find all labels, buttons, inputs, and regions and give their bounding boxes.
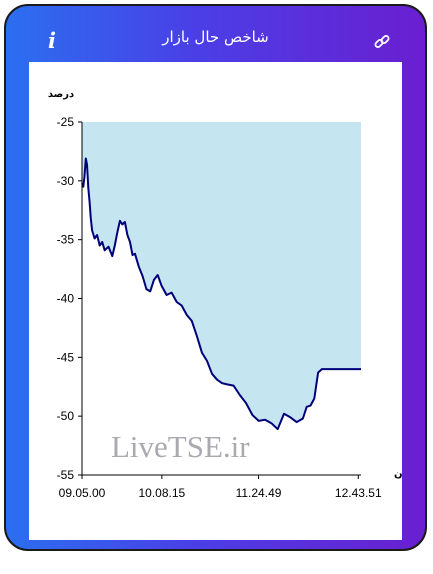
widget-title: شاخص حال بازار bbox=[162, 28, 269, 46]
x-tick-label: 12.43.51 bbox=[335, 486, 382, 500]
y-axis-ticks: -25 -30 -35 -40 -45 -50 -55 bbox=[57, 115, 82, 482]
y-tick-label: -30 bbox=[57, 174, 75, 188]
widget-header: i شاخص حال بازار bbox=[6, 6, 425, 62]
y-tick-label: -25 bbox=[57, 115, 75, 129]
info-icon[interactable]: i bbox=[48, 28, 56, 53]
market-chart: -25 -30 -35 -40 -45 -50 -55 09.05.00 10.08.15 11… bbox=[48, 89, 402, 500]
y-axis-title: درصد bbox=[48, 89, 74, 100]
x-tick-label: 10.08.15 bbox=[138, 486, 185, 500]
y-tick-label: -55 bbox=[57, 468, 75, 482]
chart-area-fill bbox=[82, 122, 361, 430]
x-axis-ticks: 09.05.00 10.08.15 11.24.49 12.43.51 bbox=[59, 475, 382, 500]
x-tick-label: 09.05.00 bbox=[59, 486, 106, 500]
y-tick-label: -50 bbox=[57, 409, 75, 423]
y-tick-label: -40 bbox=[57, 292, 75, 306]
y-tick-label: -35 bbox=[57, 233, 75, 247]
chart-series-line bbox=[81, 157, 361, 431]
x-tick-label: 11.24.49 bbox=[236, 486, 282, 500]
chart-panel: -25 -30 -35 -40 -45 -50 -55 09.05.00 10.08.15 11… bbox=[29, 62, 402, 540]
link-icon[interactable] bbox=[373, 33, 391, 51]
y-tick-label: -45 bbox=[57, 350, 75, 364]
watermark: LiveTSE.ir bbox=[111, 429, 250, 464]
x-axis-title: زمان bbox=[394, 469, 402, 480]
widget-frame: i شاخص حال بازار -25 -30 -35 -40 -45 -50 -55 0… bbox=[4, 4, 427, 551]
